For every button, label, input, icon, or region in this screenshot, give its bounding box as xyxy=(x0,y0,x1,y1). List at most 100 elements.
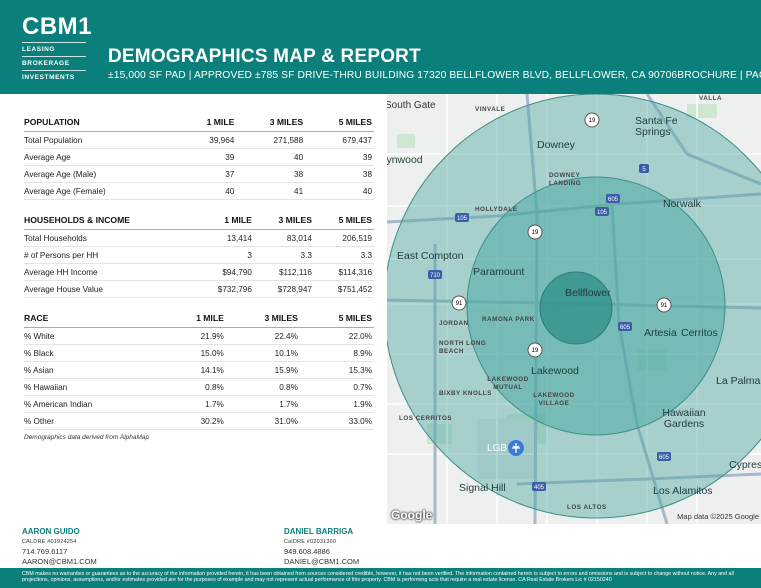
park-area xyxy=(427,424,452,444)
contact-email[interactable]: AARON@CBM1.COM xyxy=(22,557,97,566)
column-header-1-mile: 1 MILE xyxy=(178,114,237,132)
households-income-table: HOUSEHOLDS & INCOME 1 MILE 3 MILES 5 MIL… xyxy=(24,212,374,298)
logo-word-investments: INVESTMENTS xyxy=(22,74,75,81)
row-label: Average Age (Male) xyxy=(24,165,179,183)
table-row: % Black 15.0% 10.1% 8.9% xyxy=(24,344,374,362)
cell-value: $728,947 xyxy=(253,280,314,298)
cell-value: $94,790 xyxy=(193,263,254,281)
table-row: % Other 30.2% 31.0% 33.0% xyxy=(24,412,374,430)
park-area xyxy=(397,134,415,148)
row-label: % Black xyxy=(24,344,164,362)
cell-value: 37 xyxy=(178,165,237,183)
cell-value: 1.7% xyxy=(225,395,300,413)
shield-label: 91 xyxy=(661,303,668,309)
place-label: HOLLYDALE xyxy=(475,206,518,213)
cell-value: 271,588 xyxy=(236,131,306,149)
cell-value: 38 xyxy=(305,165,374,183)
shield-label: 105 xyxy=(457,216,468,222)
cell-value: 1.9% xyxy=(299,395,374,413)
place-label: Signal Hill xyxy=(459,482,506,494)
cell-value: 40 xyxy=(236,148,306,166)
column-header-3-miles: 3 MILES xyxy=(236,114,306,132)
column-header-1-mile: 1 MILE xyxy=(163,310,226,328)
cell-value: 38 xyxy=(236,165,306,183)
shield-label: 91 xyxy=(456,301,463,307)
cell-value: 3 xyxy=(193,246,254,264)
demographics-map[interactable]: 19 5 605 105 105 19 710 91 91 605 19 605… xyxy=(387,94,761,524)
row-label: # of Persons per HH xyxy=(24,246,194,264)
page-title: DEMOGRAPHICS MAP & REPORT xyxy=(108,46,421,67)
cell-value: 0.8% xyxy=(225,378,300,396)
place-label: LAKEWOOD MUTUAL xyxy=(487,376,529,391)
row-label: % Asian xyxy=(24,361,164,379)
contact-aaron-guido: AARON GUIDO CALDRE #01924254 714.769.611… xyxy=(22,527,97,567)
contact-phone[interactable]: 714.769.6117 xyxy=(22,547,68,556)
airport-label: LGB xyxy=(487,443,508,454)
contact-phone[interactable]: 949.608.4886 xyxy=(284,547,330,556)
place-label: RAMONA PARK xyxy=(482,316,535,323)
cell-value: 3.3 xyxy=(253,246,314,264)
column-header-5-miles: 5 MILES xyxy=(313,212,374,230)
contact-email[interactable]: DANIEL@CBM1.COM xyxy=(284,557,360,566)
place-label: VALLA xyxy=(699,95,723,102)
cell-value: 33.0% xyxy=(299,412,374,430)
demographics-tables: POPULATION 1 MILE 3 MILES 5 MILES Total … xyxy=(24,114,374,441)
place-label: South Gate xyxy=(387,100,436,111)
place-label: VINVALE xyxy=(475,106,506,113)
contact-license: CalDRE #02031360 xyxy=(284,539,337,545)
column-header-5-miles: 5 MILES xyxy=(299,310,374,328)
highway-shield-105: 105 xyxy=(595,207,609,216)
row-label: % American Indian xyxy=(24,395,164,413)
cell-value: 40 xyxy=(178,182,237,200)
place-label: NORTH LONG BEACH xyxy=(439,340,487,355)
page-header: CBM1 LEASING BROKERAGE INVESTMENTS DEMOG… xyxy=(0,0,761,94)
row-label: Total Households xyxy=(24,229,194,247)
logo-word-brokerage: BROKERAGE xyxy=(22,60,70,67)
shield-label: 105 xyxy=(597,210,608,216)
contact-name: AARON GUIDO xyxy=(22,527,80,536)
table-header-row: RACE 1 MILE 3 MILES 5 MILES xyxy=(24,310,374,328)
place-label: La Palma xyxy=(716,375,761,387)
highway-shields: 19 5 605 105 105 19 710 91 91 605 19 605… xyxy=(428,112,672,491)
place-label: Cypress xyxy=(729,459,761,471)
shield-label: 19 xyxy=(532,348,539,354)
cell-value: 15.3% xyxy=(299,361,374,379)
table-row: Average Age (Male) 37 38 38 xyxy=(24,165,374,183)
cell-value: 13,414 xyxy=(193,229,254,247)
airplane-glyph xyxy=(512,443,520,453)
cell-value: 679,437 xyxy=(305,131,374,149)
section-heading: HOUSEHOLDS & INCOME xyxy=(24,212,194,230)
column-header-5-miles: 5 MILES xyxy=(305,114,374,132)
google-logo[interactable]: Google xyxy=(391,508,433,522)
cell-value: 41 xyxy=(236,182,306,200)
place-label: Lynwood xyxy=(387,154,423,166)
section-heading: RACE xyxy=(24,310,164,328)
race-table: RACE 1 MILE 3 MILES 5 MILES % White 21.9%… xyxy=(24,310,374,430)
cell-value: $112,116 xyxy=(253,263,314,281)
section-heading: POPULATION xyxy=(24,114,179,132)
place-label: LAKEWOOD VILLAGE xyxy=(533,392,575,407)
table-row: Average Age (Female) 40 41 40 xyxy=(24,182,374,200)
logo-main: CBM1 xyxy=(22,13,93,40)
highway-shield-91: 91 xyxy=(656,297,672,313)
logo-divider xyxy=(22,42,86,43)
shield-label: 405 xyxy=(534,485,545,491)
map-data-credit[interactable]: Map data ©2025 Google xyxy=(677,512,759,521)
cell-value: 22.4% xyxy=(225,327,300,345)
shield-label: 605 xyxy=(659,455,670,461)
data-source-note: Demographics data derived from AlphaMap xyxy=(24,434,150,441)
place-label-bellflower: Bellflower xyxy=(565,287,611,299)
place-label: Cerritos xyxy=(681,327,718,339)
cell-value: 14.1% xyxy=(163,361,226,379)
table-row: % White 21.9% 22.4% 22.0% xyxy=(24,327,374,345)
cell-value: 15.9% xyxy=(225,361,300,379)
place-label: LOS CERRITOS xyxy=(399,415,453,422)
highway-shield-405: 405 xyxy=(532,482,546,491)
cell-value: 1.7% xyxy=(163,395,226,413)
place-label: Norwalk xyxy=(663,198,701,210)
cell-value: 39 xyxy=(178,148,237,166)
shield-label: 605 xyxy=(620,325,631,331)
table-row: Average House Value $732,796 $728,947 $751,… xyxy=(24,280,374,298)
table-row: Average Age 39 40 39 xyxy=(24,148,374,166)
row-label: % White xyxy=(24,327,164,345)
